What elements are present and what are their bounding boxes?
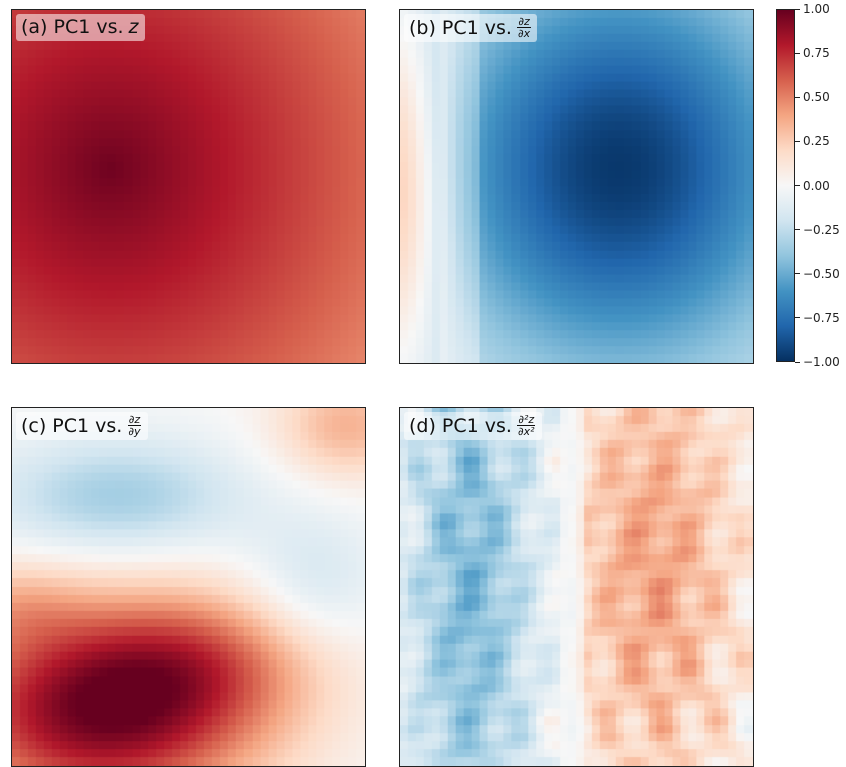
panel-d-title-prefix: (d) PC1 vs. xyxy=(409,414,512,437)
panel-c-title-fraction: ∂z ∂y xyxy=(127,413,142,438)
heatmap-canvas-a xyxy=(12,10,365,363)
panel-d-title: (d) PC1 vs. ∂²z ∂x² xyxy=(404,412,542,440)
panel-b-title-fraction: ∂z ∂x xyxy=(517,16,531,39)
colorbar-tick-label: 1.00 xyxy=(803,2,830,16)
heatmap-canvas-c xyxy=(12,408,365,766)
panel-d-heatmap: (d) PC1 vs. ∂²z ∂x² xyxy=(399,407,754,767)
panel-c-title-prefix: (c) PC1 vs. xyxy=(21,414,123,437)
panel-d-fraction-denominator: ∂x² xyxy=(517,425,535,438)
colorbar-tick-label: 0.25 xyxy=(803,134,830,149)
panel-c-fraction-denominator: ∂y xyxy=(128,425,141,438)
colorbar-tick-label: −0.25 xyxy=(803,222,840,237)
colorbar-tick-mark xyxy=(795,317,800,319)
colorbar-tick-label: 0.75 xyxy=(803,46,830,61)
panel-a-heatmap: (a) PC1 vs. z xyxy=(11,9,366,364)
panel-b-title: (b) PC1 vs. ∂z ∂x xyxy=(404,14,538,42)
colorbar-tick-mark xyxy=(795,229,800,231)
panel-b-fraction-numerator: ∂z xyxy=(517,15,531,28)
colorbar-tick-label: −1.00 xyxy=(803,355,840,369)
panel-c-title: (c) PC1 vs. ∂z ∂y xyxy=(16,412,148,440)
panel-d-fraction-numerator: ∂²z xyxy=(517,413,536,426)
colorbar-tick-mark xyxy=(795,273,800,275)
heatmap-canvas-d xyxy=(400,408,753,766)
panel-a-title: (a) PC1 vs. z xyxy=(16,14,145,41)
heatmap-canvas-b xyxy=(400,10,753,363)
colorbar-tick-mark xyxy=(795,52,800,54)
colorbar-tick-mark xyxy=(795,185,800,186)
panel-b-fraction-denominator: ∂x xyxy=(517,27,531,40)
colorbar-tick-label: −0.50 xyxy=(803,266,840,281)
colorbar xyxy=(776,9,795,362)
panel-c-heatmap: (c) PC1 vs. ∂z ∂y xyxy=(11,407,366,767)
colorbar-tick-label: −0.75 xyxy=(803,310,840,325)
colorbar-tick-mark xyxy=(795,361,800,363)
colorbar-tick-mark xyxy=(795,140,800,142)
panel-c-fraction-numerator: ∂z xyxy=(127,413,142,426)
panel-d-title-fraction: ∂²z ∂x² xyxy=(517,414,536,437)
colorbar-tick-mark xyxy=(795,8,800,10)
colorbar-tick-label: 0.00 xyxy=(803,178,830,193)
panel-b-title-prefix: (b) PC1 vs. xyxy=(409,16,512,39)
panel-a-title-prefix: (a) PC1 vs. xyxy=(21,16,124,38)
colorbar-tick-label: 0.50 xyxy=(803,90,830,105)
panel-a-title-math: z xyxy=(128,16,139,38)
colorbar-tick-mark xyxy=(795,96,800,98)
panel-b-heatmap: (b) PC1 vs. ∂z ∂x xyxy=(399,9,754,364)
